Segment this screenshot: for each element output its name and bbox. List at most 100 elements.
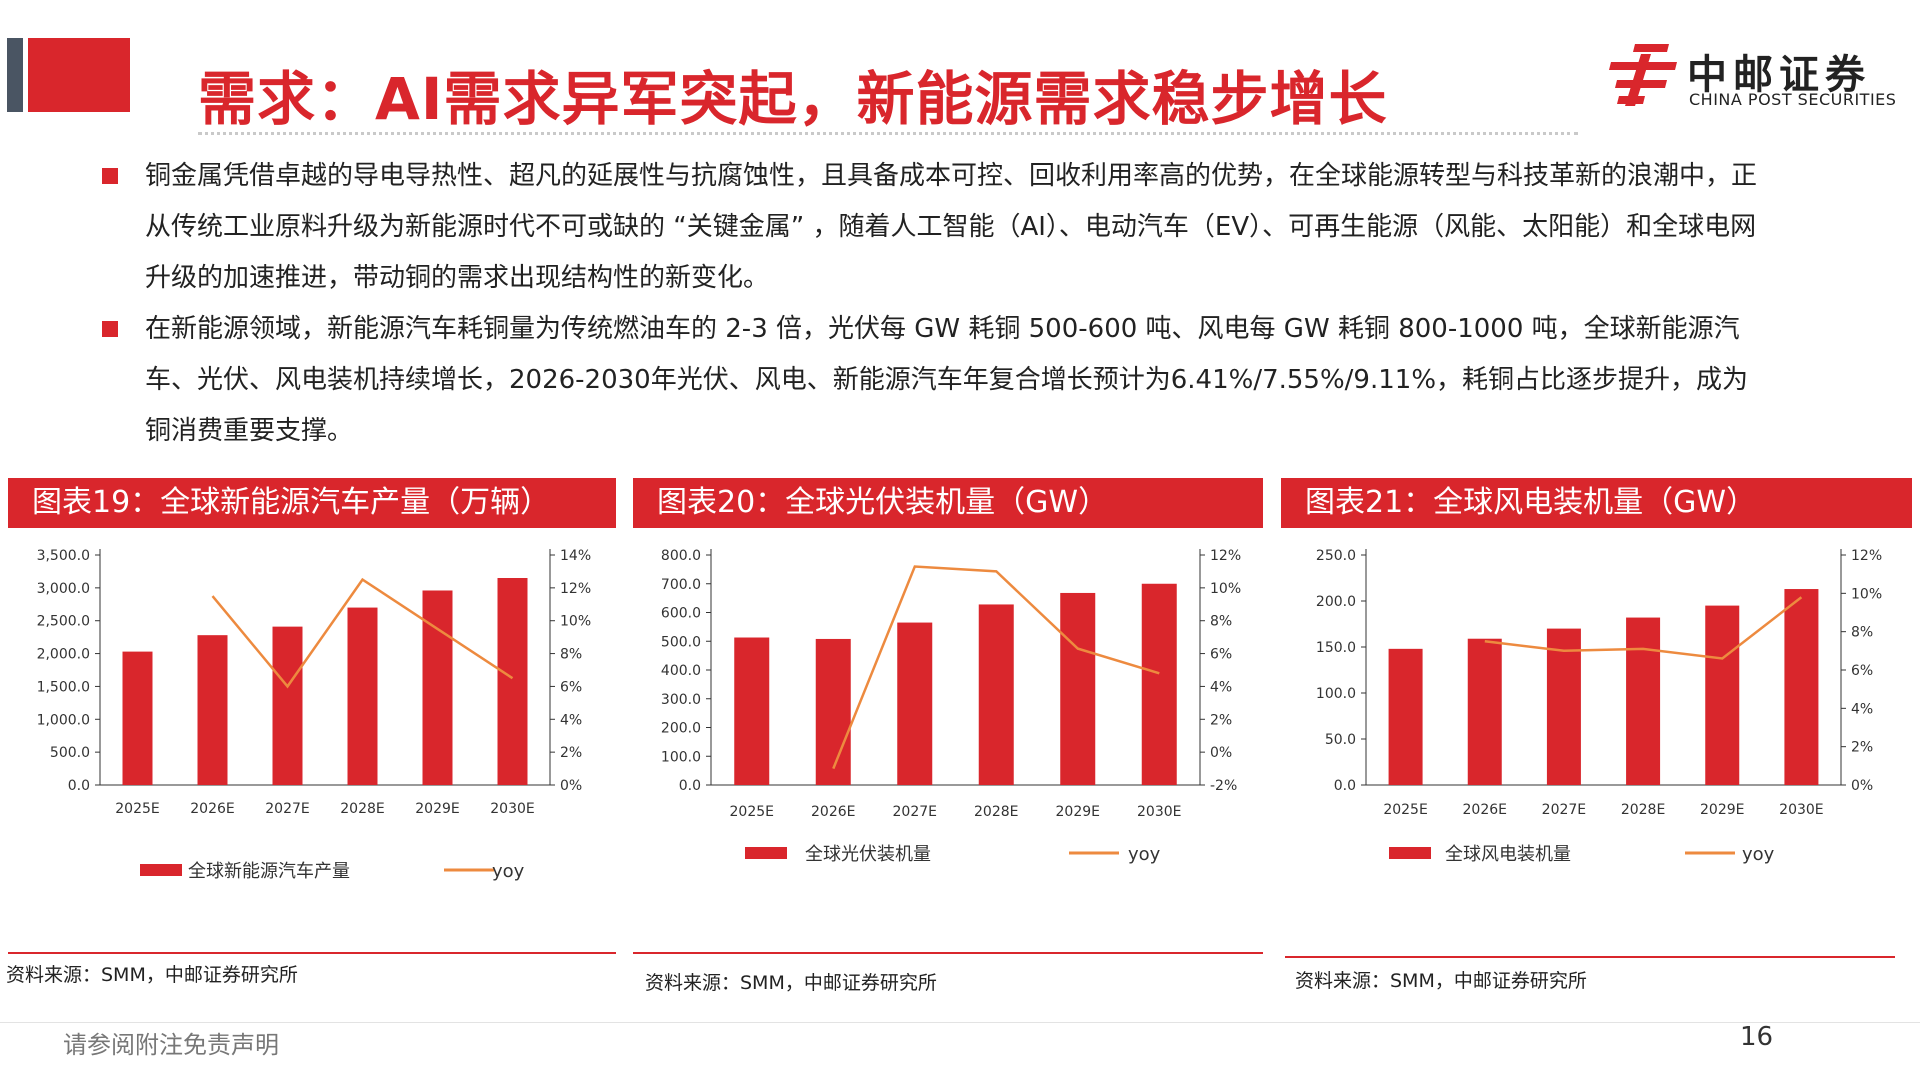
y-tick-label: 200.0 xyxy=(1316,594,1356,610)
legend-bar-swatch xyxy=(745,847,787,859)
paragraph-2: 在新能源领域，新能源汽车耗铜量为传统燃油车的 2-3 倍，光伏每 GW 耗铜 5… xyxy=(145,314,1749,446)
bar-2028E xyxy=(1626,617,1661,785)
page-title: 需求：AI需求异军突起，新能源需求稳步增长 xyxy=(198,65,1388,133)
decor-bar-red xyxy=(28,38,130,112)
chart-ev-production: 0.0 500.0 1,000.0 1,500.0 2,000.0 2,500.0 3,00… xyxy=(37,548,592,882)
y-tick-label: 500.0 xyxy=(50,745,90,761)
x-tick-label: 2028E xyxy=(1621,802,1665,818)
paragraph-1: 铜金属凭借卓越的导电导热性、超凡的延展性与抗腐蚀性，且具备成本可控、回收利用率高… xyxy=(145,161,1758,293)
y2-tick-label: 12% xyxy=(560,581,591,597)
y2-tick-label: 4% xyxy=(1851,701,1873,717)
x-tick-label: 2030E xyxy=(1137,804,1181,820)
x-tick-label: 2027E xyxy=(1542,802,1586,818)
bar-2025E xyxy=(734,637,770,785)
y2-tick-label: 0% xyxy=(1210,745,1232,761)
chart-source: 资料来源：SMM，中邮证券研究所 xyxy=(6,964,298,986)
bar-2026E xyxy=(197,635,228,785)
y-tick-label: 400.0 xyxy=(661,663,701,679)
y-tick-label: 50.0 xyxy=(1325,732,1356,748)
y-tick-label: 3,000.0 xyxy=(37,581,90,597)
bar-2027E xyxy=(1546,628,1581,785)
y2-tick-label: 8% xyxy=(1210,614,1232,630)
y2-tick-label: 10% xyxy=(1851,586,1882,602)
yoy-line xyxy=(1484,596,1803,660)
x-tick-label: 2026E xyxy=(811,804,855,820)
footer-divider xyxy=(0,1022,1920,1023)
y-tick-label: 700.0 xyxy=(661,577,701,593)
chart-panel-wind: 图表21：全球风电装机量（GW） 0.0 50.0 100.0 150.0 200.0 2… xyxy=(1281,478,1912,992)
y2-tick-label: 2% xyxy=(1210,712,1232,728)
title-divider xyxy=(198,132,1578,135)
bar-2026E xyxy=(1467,638,1502,785)
yoy-line xyxy=(211,577,514,689)
x-tick-label: 2029E xyxy=(1056,804,1100,820)
chart-header: 图表20：全球光伏装机量（GW） xyxy=(633,478,1263,528)
bullet-marker-1 xyxy=(102,168,118,184)
y2-tick-label: 2% xyxy=(1851,740,1873,756)
y-tick-label: 800.0 xyxy=(661,548,701,564)
decor-bar-gray xyxy=(7,38,23,112)
y-tick-label: 100.0 xyxy=(661,749,701,765)
legend-line-label: yoy xyxy=(1742,844,1775,865)
y2-tick-label: 2% xyxy=(560,745,582,761)
y2-tick-label: 12% xyxy=(1851,548,1882,564)
bar-2029E xyxy=(422,590,453,785)
x-tick-label: 2025E xyxy=(115,801,159,817)
y2-tick-label: 4% xyxy=(1210,679,1232,695)
legend-line-label: yoy xyxy=(492,861,525,882)
y2-tick-label: 0% xyxy=(1851,778,1873,794)
yoy-line xyxy=(832,565,1160,770)
disclaimer-note: 请参阅附注免责声明 xyxy=(63,1031,279,1059)
x-tick-label: 2026E xyxy=(1463,802,1507,818)
bar-2026E xyxy=(815,638,851,785)
bar-2029E xyxy=(1060,592,1096,785)
page-number: 16 xyxy=(1740,1022,1774,1052)
y2-tick-label: 10% xyxy=(1210,581,1241,597)
chart-source: 资料来源：SMM，中邮证券研究所 xyxy=(1295,970,1587,992)
legend-bar-label: 全球光伏装机量 xyxy=(805,844,931,865)
x-tick-label: 2028E xyxy=(340,801,384,817)
chart-wind-installation: 0.0 50.0 100.0 150.0 200.0 250.0 0% 2% 4% 6% 8% 10%… xyxy=(1316,548,1882,865)
y-tick-label: 300.0 xyxy=(661,692,701,708)
bar-2027E xyxy=(897,622,933,785)
logo-text-en: CHINA POST SECURITIES xyxy=(1689,90,1897,109)
chart-source: 资料来源：SMM，中邮证券研究所 xyxy=(645,972,937,994)
panel-divider xyxy=(1285,956,1895,958)
y-tick-label: 0.0 xyxy=(1334,778,1356,794)
x-tick-label: 2027E xyxy=(893,804,937,820)
y-tick-label: 200.0 xyxy=(661,721,701,737)
bar-2030E xyxy=(497,578,528,785)
y2-tick-label: 8% xyxy=(1851,625,1873,641)
y2-tick-label: 6% xyxy=(1851,663,1873,679)
x-tick-label: 2029E xyxy=(1700,802,1744,818)
legend-line-label: yoy xyxy=(1128,844,1161,865)
legend-bar-label: 全球风电装机量 xyxy=(1445,844,1571,865)
y-tick-label: 500.0 xyxy=(661,634,701,650)
chart-header: 图表21：全球风电装机量（GW） xyxy=(1281,478,1912,528)
legend-bar-swatch xyxy=(140,864,182,876)
y2-tick-label: 6% xyxy=(560,679,582,695)
bar-2027E xyxy=(272,626,303,785)
x-tick-label: 2030E xyxy=(490,801,534,817)
y-tick-label: 3,500.0 xyxy=(37,548,90,564)
x-tick-label: 2025E xyxy=(730,804,774,820)
y2-tick-label: 8% xyxy=(560,647,582,663)
panel-divider xyxy=(633,952,1263,954)
y-tick-label: 2,500.0 xyxy=(37,614,90,630)
bar-2029E xyxy=(1705,605,1740,785)
y-tick-label: 250.0 xyxy=(1316,548,1356,564)
y2-tick-label: 14% xyxy=(560,548,591,564)
bar-2030E xyxy=(1784,589,1819,785)
y2-tick-label: -2% xyxy=(1210,778,1237,794)
legend-bar-label: 全球新能源汽车产量 xyxy=(188,861,350,882)
panel-divider xyxy=(8,952,616,954)
x-tick-label: 2030E xyxy=(1779,802,1823,818)
y-tick-label: 0.0 xyxy=(68,778,90,794)
bullet-marker-2 xyxy=(102,321,118,337)
bar-2025E xyxy=(122,651,153,785)
bar-2025E xyxy=(1388,648,1423,785)
bar-2028E xyxy=(978,604,1014,785)
y-tick-label: 2,000.0 xyxy=(37,647,90,663)
x-tick-label: 2027E xyxy=(265,801,309,817)
y-tick-label: 150.0 xyxy=(1316,640,1356,656)
